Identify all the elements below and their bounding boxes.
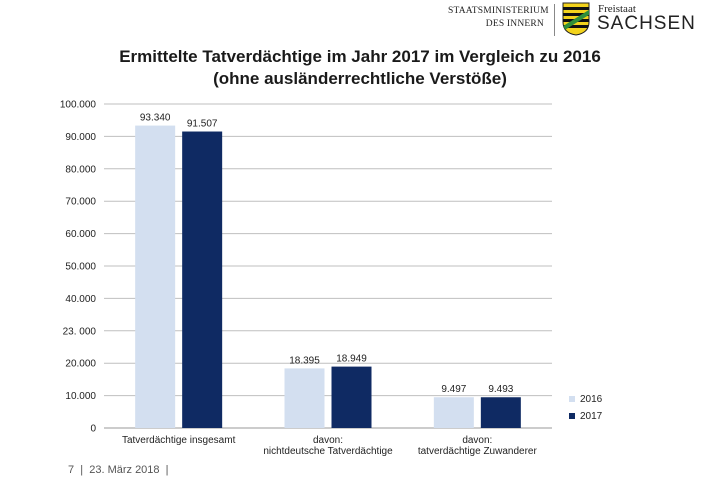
y-tick-label: 0 [90,424,96,435]
legend-label: 2017 [580,411,603,422]
y-tick-label: 100.000 [60,100,97,111]
legend-swatch [569,396,575,402]
bar-2017 [331,366,372,428]
data-label: 18.395 [289,355,320,366]
footer: 7 | 23. März 2018 | [68,464,169,476]
bar-2017 [182,131,223,428]
y-tick-label: 60.000 [65,229,96,240]
freistaat-label: Freistaat [598,3,636,15]
x-tick-label: davon: [313,435,343,446]
saxony-coat-of-arms-icon [562,2,590,36]
x-tick-label: davon: [462,435,492,446]
ministry-name: STAATSMINISTERIUM DES INNERN [448,5,549,31]
page-number: 7 [68,464,75,476]
header-divider [554,4,555,36]
chart-title-block: Ermittelte Tatverdächtige im Jahr 2017 i… [0,46,720,90]
y-tick-label: 20.000 [65,359,96,370]
legend-swatch [569,413,575,419]
x-tick-label: tatverdächtige Zuwanderer [418,446,538,457]
y-tick-label: 10.000 [65,391,96,402]
x-tick-label: Tatverdächtige insgesamt [122,435,236,446]
x-tick-label: nichtdeutsche Tatverdächtige [263,446,393,457]
data-label: 9.497 [441,384,466,395]
bar-2016 [135,125,176,428]
data-label: 9.493 [488,384,513,395]
y-tick-label: 23. 000 [63,326,97,337]
data-label: 18.949 [336,354,367,365]
sachsen-label: SACHSEN [597,13,696,34]
chart-title: Ermittelte Tatverdächtige im Jahr 2017 i… [119,47,601,66]
footer-date: 23. März 2018 [89,464,160,476]
data-label: 91.507 [187,119,218,130]
legend-label: 2016 [580,394,603,405]
y-tick-label: 90.000 [65,132,96,143]
y-tick-label: 70.000 [65,197,96,208]
y-tick-label: 40.000 [65,294,96,305]
ministry-line-2: DES INNERN [485,19,544,29]
chart-subtitle: (ohne ausländerrechtliche Verstöße) [213,69,507,88]
bar-2016 [433,397,474,428]
bar-2016 [284,368,325,428]
ministry-line-1: STAATSMINISTERIUM [448,6,549,16]
data-label: 93.340 [140,113,171,124]
y-tick-label: 50.000 [65,262,96,273]
bar-2017 [480,397,521,428]
y-tick-label: 80.000 [65,164,96,175]
